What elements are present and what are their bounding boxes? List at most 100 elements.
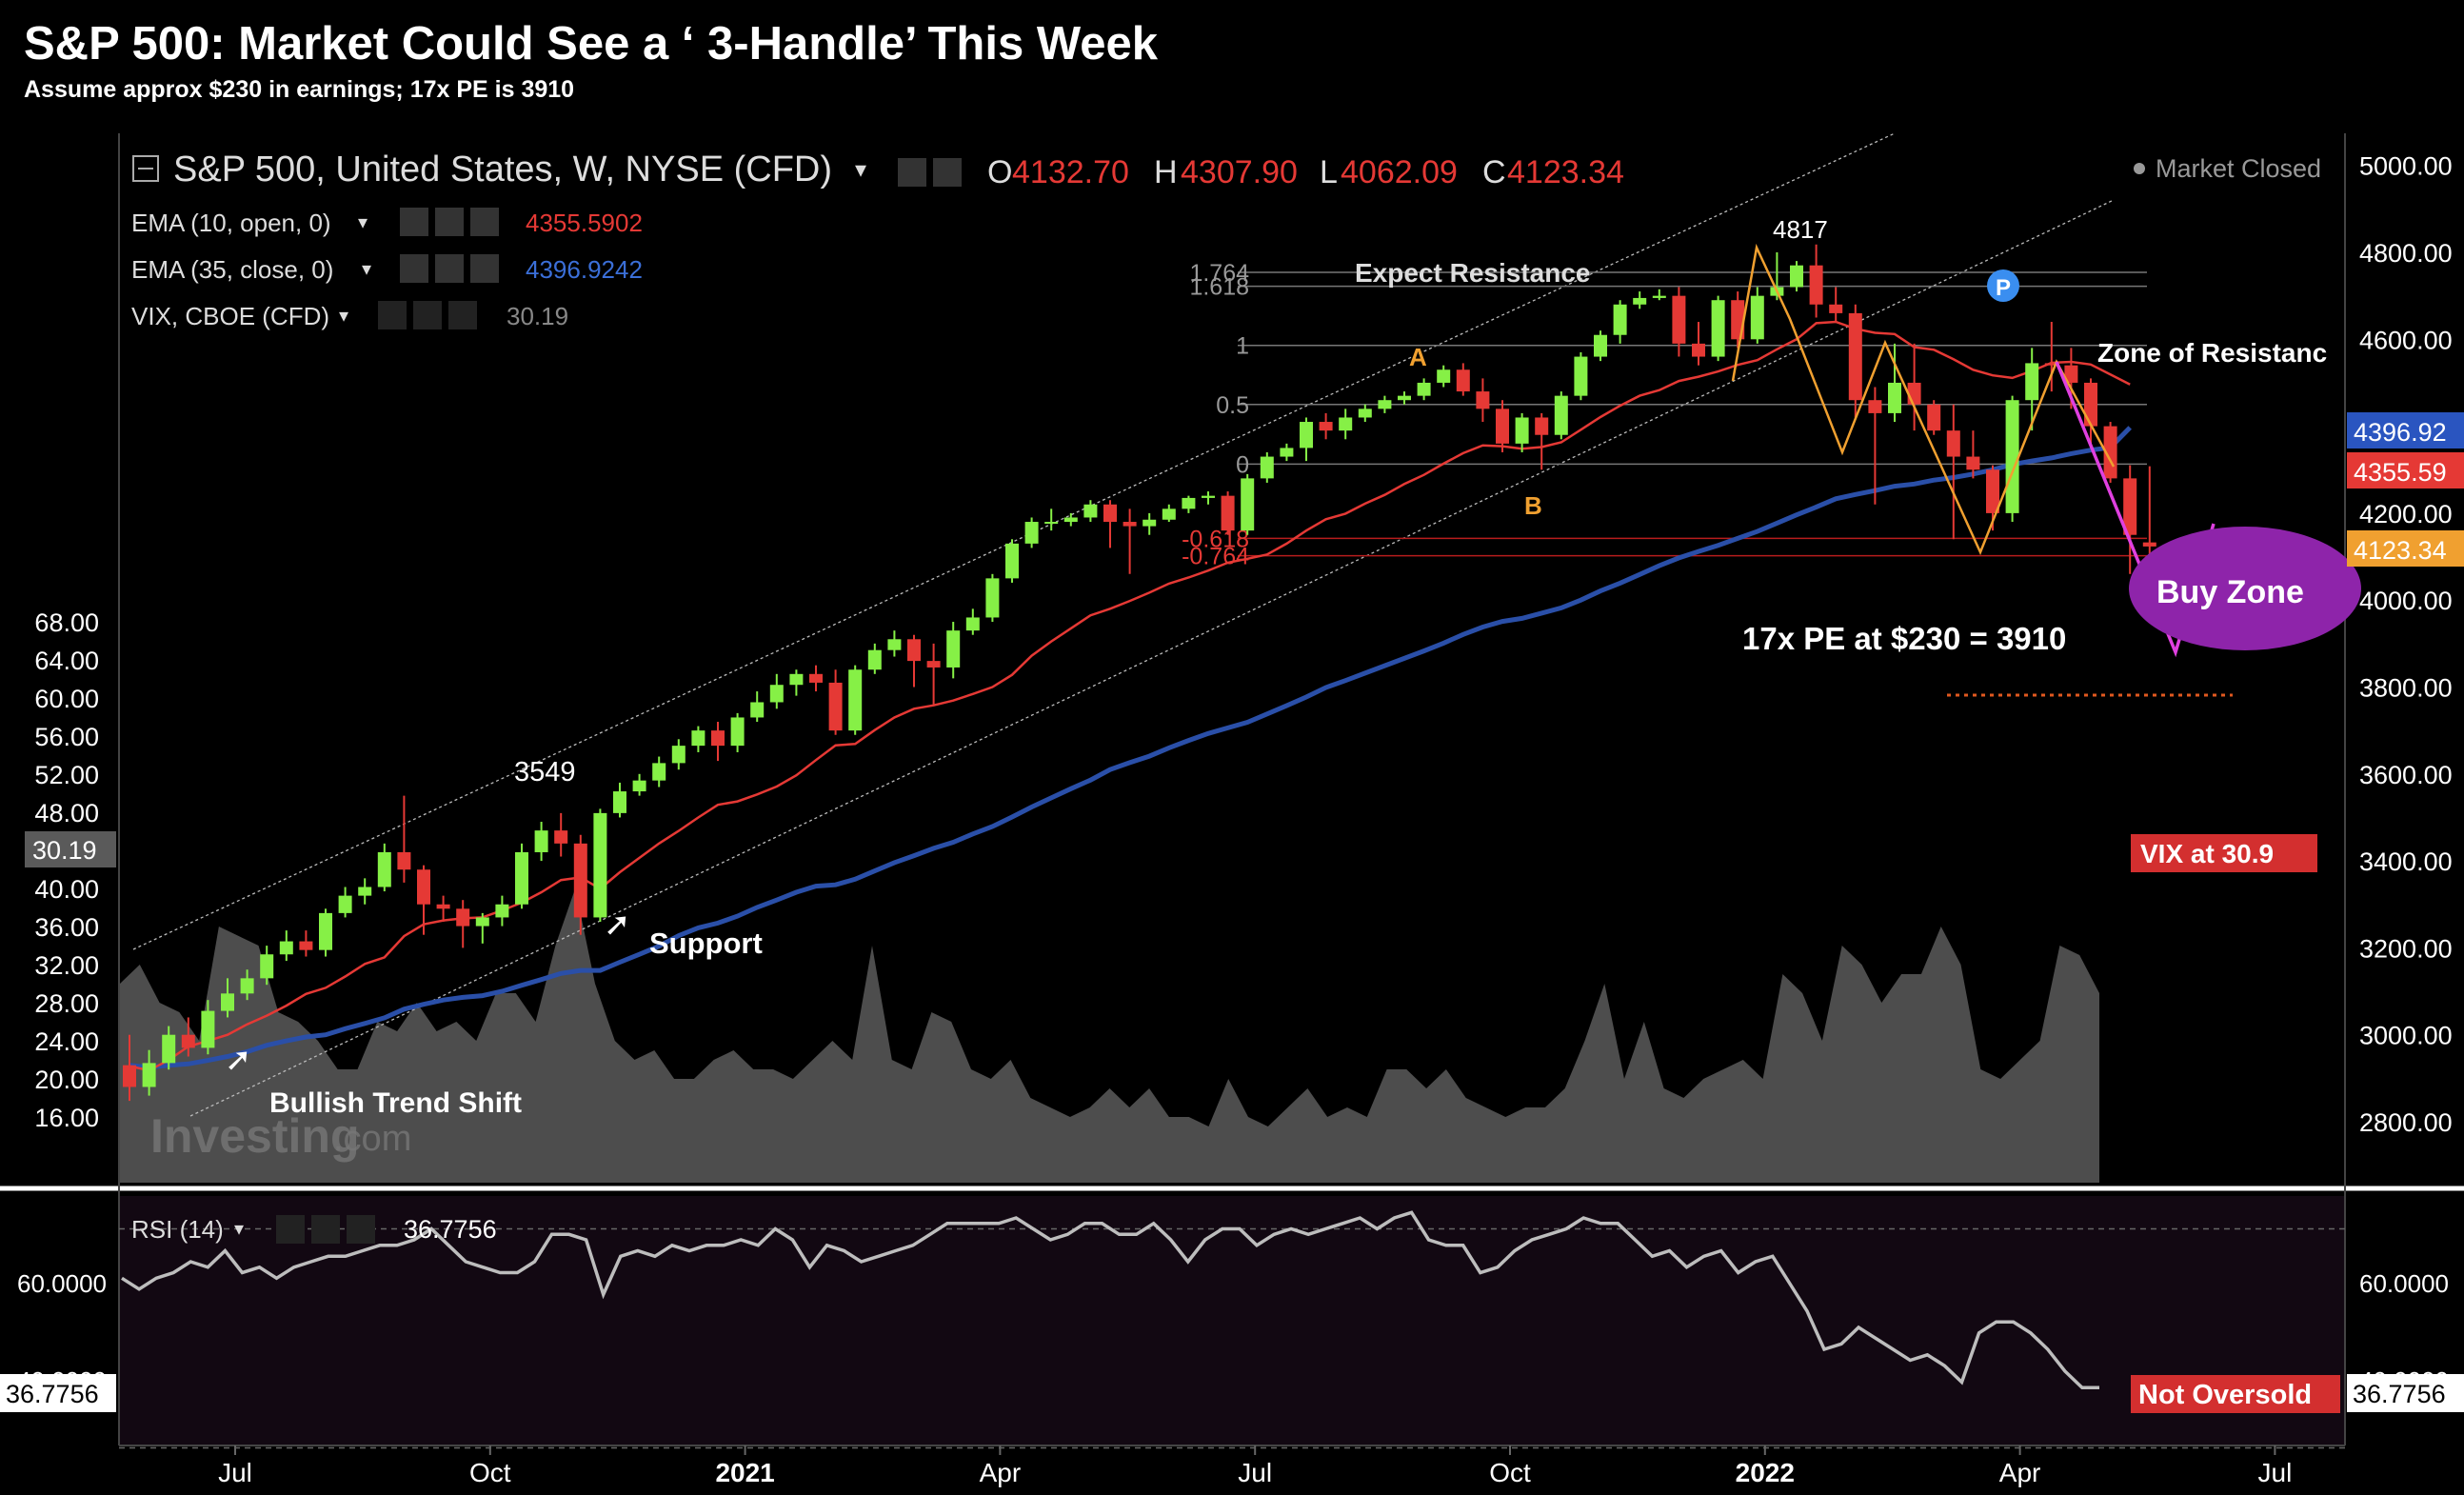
legend-symbol-chevron-icon[interactable]: ▾ <box>855 157 866 183</box>
candle-body <box>867 649 882 670</box>
gear-icon[interactable] <box>933 158 962 187</box>
rsi-close-icon[interactable] <box>347 1215 375 1244</box>
candle-body <box>358 887 372 896</box>
candle-body <box>1417 382 1431 396</box>
candle-body <box>456 908 470 927</box>
ema10-close-icon[interactable] <box>470 208 499 236</box>
point-p-marker <box>1987 269 2019 302</box>
candle-body <box>221 993 234 1011</box>
candle-body <box>1398 395 1411 401</box>
vix-chevron-icon[interactable]: ▾ <box>339 306 348 327</box>
ema35-chevron-icon[interactable]: ▾ <box>362 259 371 280</box>
vix-legend-label[interactable]: VIX, CBOE (CFD) <box>131 302 329 330</box>
price-tick-label: 3800.00 <box>2359 674 2453 703</box>
price-tick-label: 3200.00 <box>2359 934 2453 963</box>
vix-gear-icon[interactable] <box>413 301 442 329</box>
candle-body <box>299 941 313 950</box>
candle-body <box>1829 304 1843 313</box>
early-peak-label: 3549 <box>514 757 576 787</box>
ema10-legend-label[interactable]: EMA (10, open, 0) <box>131 209 331 237</box>
rsi-right-tick: 60.0000 <box>2359 1269 2449 1298</box>
rsi-right-tag-box <box>2347 1374 2464 1412</box>
rsi-legend-label[interactable]: RSI (14) <box>131 1215 224 1244</box>
vix-tick-label: 28.00 <box>34 989 99 1018</box>
peak-label: 4817 <box>1773 215 1828 244</box>
candle-body <box>1241 478 1255 531</box>
ema35-gear-icon[interactable] <box>435 254 464 283</box>
point-a-label: A <box>1409 343 1427 371</box>
ema10-eye-icon[interactable] <box>400 208 428 236</box>
candle-body <box>1123 522 1137 527</box>
channel-upper <box>132 132 1896 950</box>
candle-body <box>2084 382 2097 427</box>
ema35-legend-label[interactable]: EMA (35, close, 0) <box>131 255 333 284</box>
candle-body <box>2123 478 2137 535</box>
candles <box>123 244 2156 1102</box>
vix-tick-label: 52.00 <box>34 761 99 789</box>
vix-eye-icon[interactable] <box>378 301 407 329</box>
ema35-eye-icon[interactable] <box>400 254 428 283</box>
collapse-icon[interactable] <box>132 155 159 182</box>
vix-tick-label: 68.00 <box>34 608 99 637</box>
candle-body <box>926 661 941 668</box>
candle-body <box>1633 297 1647 305</box>
candle-body <box>632 780 646 792</box>
candle-body <box>1927 404 1941 431</box>
candle-body <box>338 895 352 913</box>
candle-body <box>1496 409 1509 444</box>
ema35-tag: 4396.92 <box>2354 418 2447 447</box>
rsi-legend-value: 36.7756 <box>404 1215 497 1244</box>
x-tick-label: 2022 <box>1736 1458 1795 1487</box>
candle-body <box>1692 343 1705 357</box>
candle-body <box>319 912 332 950</box>
point-p-label: P <box>1996 275 2011 301</box>
vix-close-icon[interactable] <box>448 301 477 329</box>
vix-tick-label: 56.00 <box>34 723 99 751</box>
legend-h-label: H <box>1154 154 1178 190</box>
price-tags: 4396.92 4355.59 4123.34 30.19 <box>25 412 2464 867</box>
candle-body <box>1986 469 1999 513</box>
x-tick-label: Jul <box>1238 1458 1272 1487</box>
price-tick-label: 4800.00 <box>2359 239 2453 268</box>
legend-high: 4307.90 <box>1181 154 1298 190</box>
candle-body <box>1202 495 1215 498</box>
candle-body <box>1554 395 1568 435</box>
vix-tag-box <box>25 831 116 867</box>
ema35-close-icon[interactable] <box>470 254 499 283</box>
candle-body <box>495 904 509 918</box>
fib-label: 1.618 <box>1189 274 1249 301</box>
candle-body <box>475 917 489 927</box>
rsi-eye-icon[interactable] <box>276 1215 305 1244</box>
candle-body <box>1083 504 1098 518</box>
candle-body <box>1790 265 1803 288</box>
vix-note: VIX at 30.9 <box>2140 839 2274 868</box>
x-tick-label: Apr <box>1999 1458 2041 1487</box>
candle-body <box>1437 369 1451 383</box>
price-tick-label: 4200.00 <box>2359 500 2453 528</box>
buy-zone-ellipse <box>2129 527 2361 650</box>
annotations: Expect Resistance Zone of Resistanc 4817… <box>225 215 2361 1413</box>
legend-low: 4062.09 <box>1341 154 1458 190</box>
candle-body <box>730 717 745 747</box>
watermark: Investing .com <box>150 1109 411 1163</box>
ema10-chevron-icon[interactable]: ▾ <box>358 212 368 233</box>
candle-body <box>2044 363 2058 366</box>
candle-body <box>1024 522 1039 544</box>
candle-body <box>750 702 765 718</box>
price-tick-label: 3600.00 <box>2359 761 2453 789</box>
candle-body <box>123 1065 136 1087</box>
rsi-note-box <box>2131 1375 2340 1413</box>
ema10-gear-icon[interactable] <box>435 208 464 236</box>
expect-resistance-label: Expect Resistance <box>1355 258 1590 288</box>
rsi-gear-icon[interactable] <box>311 1215 340 1244</box>
chart-subtitle: Assume approx $230 in earnings; 17x PE i… <box>24 76 575 103</box>
vix-tick-label: 24.00 <box>34 1027 99 1056</box>
legend-symbol[interactable]: S&P 500, United States, W, NYSE (CFD) <box>173 150 832 189</box>
chart-title: S&P 500: Market Could See a ‘ 3-Handle’ … <box>24 18 1158 70</box>
bullish-trend-shift-label: Bullish Trend Shift <box>269 1087 522 1119</box>
rsi-chevron-icon[interactable]: ▾ <box>234 1219 244 1240</box>
fib-label: -0.618 <box>1182 526 1249 552</box>
eye-icon[interactable] <box>898 158 926 187</box>
legend-c-label: C <box>1482 154 1506 190</box>
